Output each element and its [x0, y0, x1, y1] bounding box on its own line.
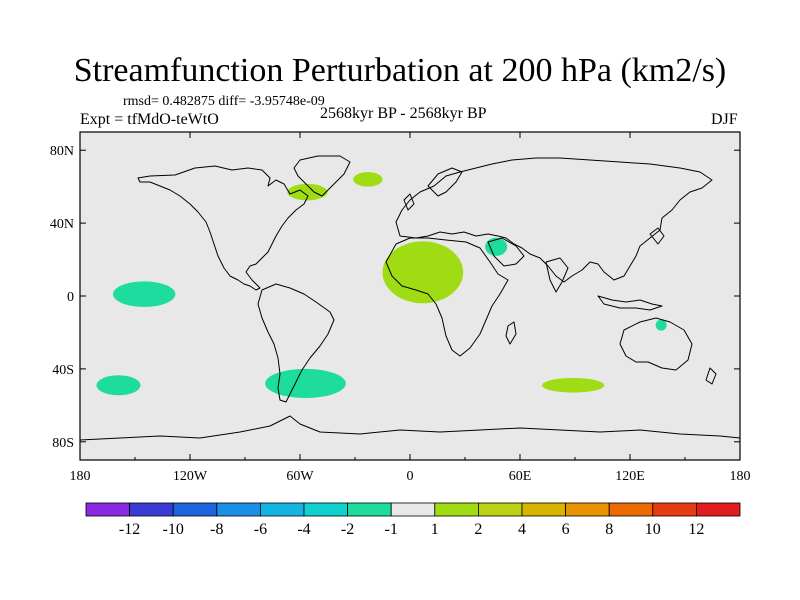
colorbar-box-3	[216, 502, 261, 517]
colorbar-label-2: -8	[210, 521, 223, 538]
anomaly-south-atlantic-west	[265, 368, 346, 399]
anomaly-australia	[655, 319, 667, 331]
x-tick-label-4: 60E	[509, 469, 532, 484]
x-tick-label-2: 60W	[286, 469, 314, 484]
colorbar-box-4	[259, 502, 305, 517]
colorbar-box-11	[565, 502, 610, 517]
coast-uk	[403, 193, 415, 211]
colorbar-label-11: 8	[605, 521, 613, 538]
colorbar-box-7	[390, 502, 436, 517]
anomaly-layer	[96, 172, 667, 399]
coast-africa	[385, 237, 509, 357]
colorbar: -12 -10 -8 -6 -4 -2 -1 1 2 4 6 8 10 12	[85, 502, 741, 538]
anomaly-north-atlantic-west	[287, 183, 328, 201]
y-tick-label-3: 40S	[52, 363, 74, 378]
colorbar-label-7: 1	[431, 521, 439, 538]
coast-new-zealand	[705, 367, 717, 385]
colorbar-box-2	[172, 502, 218, 517]
chart-title: Streamfunction Perturbation at 200 hPa (…	[73, 52, 727, 89]
anomaly-africa	[382, 241, 464, 304]
colorbar-label-9: 4	[518, 521, 526, 538]
axis-labels: 180 120W 60W 0 60E 120E 180 80N 40N 0 40S 80S	[50, 144, 751, 484]
coast-north-america	[137, 165, 309, 291]
coast-japan	[649, 227, 665, 245]
colorbar-box-1	[129, 502, 174, 517]
y-tick-label-0: 80N	[50, 144, 74, 159]
x-tick-label-5: 120E	[615, 469, 645, 484]
axis-ticks	[79, 132, 741, 460]
colorbar-box-12	[608, 502, 654, 517]
x-tick-label-1: 120W	[173, 469, 208, 484]
experiment-label: Expt = tfMdO-teWtO	[80, 111, 219, 128]
y-tick-label-4: 80S	[52, 436, 74, 451]
coast-antarctica	[80, 415, 740, 441]
coastlines	[80, 155, 740, 441]
colorbar-label-5: -2	[341, 521, 354, 538]
x-tick-label-6: 180	[730, 469, 751, 484]
season-label: DJF	[711, 111, 738, 128]
coast-arabia	[487, 237, 525, 267]
x-tick-label-3: 0	[407, 469, 414, 484]
colorbar-box-6	[347, 502, 392, 517]
colorbar-label-3: -6	[254, 521, 267, 538]
colorbar-label-0: -12	[119, 521, 140, 538]
colorbar-label-12: 10	[645, 521, 661, 538]
colorbar-box-0	[85, 502, 130, 517]
colorbar-box-13	[652, 502, 697, 517]
anomaly-central-pacific	[113, 281, 176, 307]
coast-india	[545, 257, 569, 293]
colorbar-box-9	[477, 502, 523, 517]
colorbar-box-14	[696, 502, 741, 517]
coast-eurasia	[395, 157, 713, 283]
coast-australia	[619, 317, 693, 371]
colorbar-box-8	[434, 502, 479, 517]
coast-south-america	[257, 283, 335, 403]
period-label: 2568kyr BP - 2568kyr BP	[320, 105, 487, 122]
coast-indonesia	[597, 295, 663, 311]
anomaly-south-pacific	[96, 375, 141, 396]
coast-greenland	[293, 155, 351, 197]
stats-text: rmsd= 0.482875 diff= -3.95748e-09	[123, 94, 325, 109]
coast-madagascar	[505, 321, 517, 345]
anomaly-greenland-sea	[353, 172, 383, 187]
colorbar-label-10: 6	[562, 521, 570, 538]
colorbar-box-5	[303, 502, 348, 517]
y-tick-label-1: 40N	[50, 217, 74, 232]
colorbar-label-1: -10	[163, 521, 184, 538]
x-tick-label-0: 180	[70, 469, 91, 484]
anomaly-south-indian	[542, 378, 605, 393]
anomaly-arabia	[485, 237, 508, 256]
colorbar-box-10	[521, 502, 566, 517]
coast-scandinavia	[427, 167, 463, 197]
colorbar-label-6: -1	[385, 521, 398, 538]
y-tick-label-2: 0	[67, 290, 74, 305]
colorbar-label-8: 2	[474, 521, 482, 538]
colorbar-label-13: 12	[688, 521, 704, 538]
colorbar-label-4: -4	[297, 521, 310, 538]
